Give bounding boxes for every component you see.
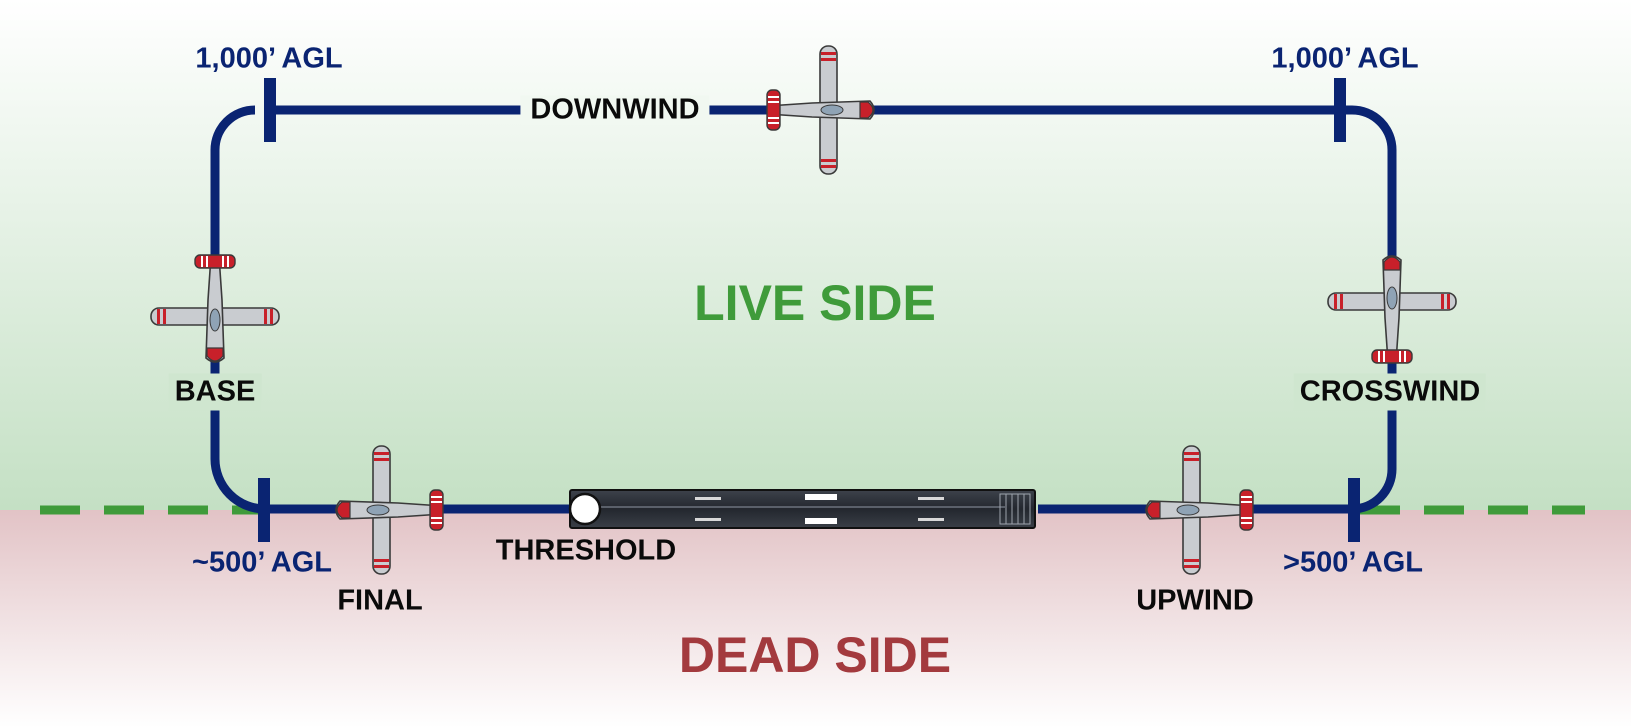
dead-side-label: DEAD SIDE <box>678 627 952 683</box>
altitude-label-upwind: >500’ AGL <box>1283 546 1423 579</box>
tick-downwind-right <box>1334 78 1346 142</box>
runway <box>569 489 1036 529</box>
tick-final <box>258 478 270 542</box>
dead-side-area <box>0 510 1631 728</box>
live-side-label: LIVE SIDE <box>694 275 936 331</box>
leg-label-crosswind: CROSSWIND <box>1293 373 1487 411</box>
leg-label-final: FINAL <box>337 584 423 617</box>
altitude-label-downwind-left: 1,000’ AGL <box>195 42 343 75</box>
tick-downwind-left <box>264 78 276 142</box>
threshold-label: THRESHOLD <box>495 534 677 567</box>
altitude-label-final: ~500’ AGL <box>192 546 332 579</box>
threshold-marker <box>568 492 602 526</box>
leg-label-upwind: UPWIND <box>1136 584 1254 617</box>
leg-label-base: BASE <box>168 373 262 411</box>
live-side-area <box>0 0 1631 510</box>
leg-label-downwind: DOWNWIND <box>520 95 710 125</box>
tick-upwind <box>1348 478 1360 542</box>
altitude-label-downwind-right: 1,000’ AGL <box>1271 42 1419 75</box>
